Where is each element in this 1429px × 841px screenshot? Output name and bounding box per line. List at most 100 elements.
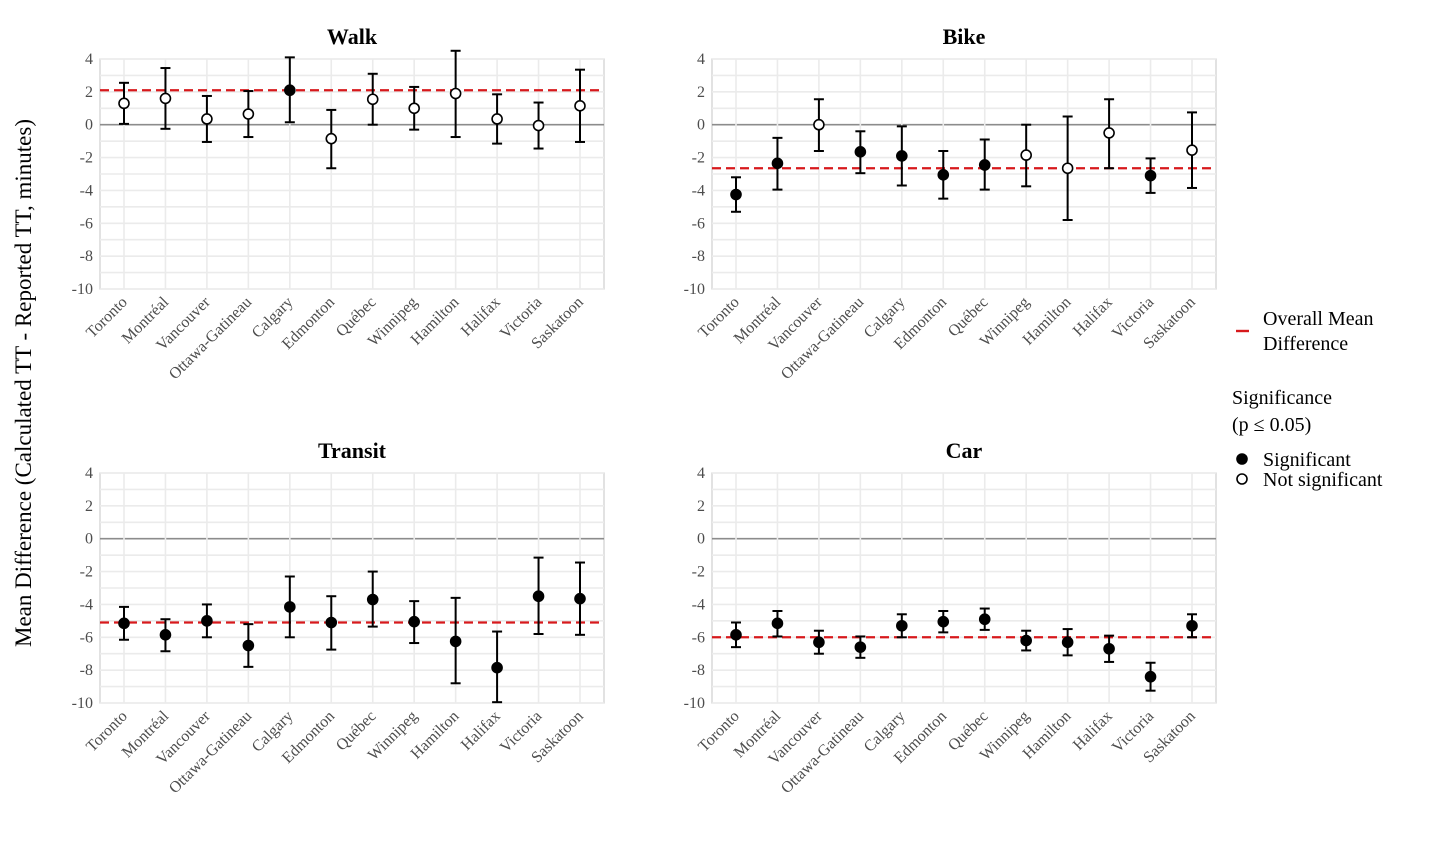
point-montr-al: [771, 157, 784, 170]
point-victoria: [1144, 169, 1157, 182]
point-saskatoon: [1186, 144, 1198, 156]
panels: Walk420-2-4-6-8-10TorontoMontréalVancouv…: [72, 24, 1217, 797]
point-halifax: [491, 113, 503, 125]
point-hamilton: [449, 87, 462, 100]
point-halifax: [1103, 642, 1115, 655]
point-victoria: [532, 119, 545, 132]
point-victoria: [1144, 670, 1157, 683]
point-calgary: [896, 619, 908, 632]
y-tick-label: 0: [85, 531, 93, 548]
legend-significant-label: Significant: [1263, 449, 1351, 471]
point-toronto: [118, 617, 130, 630]
legend-significance-title-line2: (p ≤ 0.05): [1232, 414, 1311, 436]
panel-car: Car420-2-4-6-8-10TorontoMontréalVancouve…: [684, 438, 1217, 797]
point-edmonton: [325, 132, 338, 145]
panel-title-transit: Transit: [318, 438, 387, 463]
y-tick-label: 2: [697, 498, 705, 515]
point-winnipeg: [1020, 149, 1032, 161]
y-tick-label: 2: [85, 84, 93, 101]
y-tick-label: -4: [692, 182, 705, 199]
y-tick-label: -6: [80, 629, 93, 646]
panel-title-walk: Walk: [327, 24, 378, 49]
y-tick-label: 0: [85, 117, 93, 134]
y-tick-label: -10: [684, 281, 705, 298]
y-tick-label: 4: [85, 51, 93, 68]
panel-title-car: Car: [946, 438, 983, 463]
x-tick-label: Halifax: [458, 294, 504, 340]
point-hamilton: [1061, 162, 1074, 175]
point-halifax: [491, 661, 503, 674]
y-tick-label: -2: [692, 564, 705, 581]
point-halifax: [1103, 127, 1115, 139]
point-qu-bec: [366, 593, 379, 606]
y-tick-label: -2: [80, 150, 93, 167]
point-vancouver: [201, 615, 213, 627]
y-tick-label: -10: [684, 695, 705, 712]
y-tick-label: -8: [80, 662, 93, 679]
legend-not-significant-marker: [1236, 473, 1248, 485]
y-tick-label: -10: [72, 695, 93, 712]
point-toronto: [730, 629, 742, 641]
x-tick-label: Halifax: [1070, 708, 1116, 754]
panel-walk: Walk420-2-4-6-8-10TorontoMontréalVancouv…: [72, 24, 605, 383]
point-qu-bec: [366, 93, 379, 106]
y-tick-label: 4: [697, 51, 705, 68]
point-montr-al: [159, 629, 172, 641]
point-ottawa-gatineau: [242, 108, 255, 120]
point-toronto: [118, 97, 130, 110]
point-winnipeg: [408, 102, 420, 115]
y-tick-label: -8: [692, 662, 705, 679]
panel-transit: Transit420-2-4-6-8-10TorontoMontréalVanc…: [72, 438, 605, 797]
point-ottawa-gatineau: [242, 639, 255, 652]
point-saskatoon: [1186, 619, 1198, 632]
point-qu-bec: [978, 159, 991, 171]
point-calgary: [896, 150, 908, 162]
point-winnipeg: [1020, 634, 1032, 647]
y-tick-label: -6: [692, 629, 705, 646]
x-tick-label: Halifax: [1070, 294, 1116, 340]
point-vancouver: [813, 118, 825, 131]
y-tick-label: 4: [85, 465, 93, 482]
y-tick-label: -8: [80, 248, 93, 265]
y-axis-label: Mean Difference (Calculated TT - Reporte…: [11, 119, 36, 647]
point-calgary: [284, 601, 296, 613]
y-tick-label: -6: [80, 215, 93, 232]
legend-not-significant-label: Not significant: [1263, 469, 1383, 491]
y-tick-label: -2: [80, 564, 93, 581]
x-tick-label: Halifax: [458, 708, 504, 754]
point-hamilton: [1061, 636, 1074, 649]
point-edmonton: [937, 169, 950, 181]
point-hamilton: [449, 635, 462, 648]
point-calgary: [284, 84, 296, 97]
point-saskatoon: [574, 592, 586, 605]
point-qu-bec: [978, 613, 991, 626]
y-tick-label: 2: [85, 498, 93, 515]
panel-bike: Bike420-2-4-6-8-10TorontoMontréalVancouv…: [684, 24, 1217, 383]
point-vancouver: [201, 113, 213, 125]
point-vancouver: [813, 636, 825, 649]
point-montr-al: [159, 92, 172, 105]
y-tick-label: 0: [697, 117, 705, 134]
point-montr-al: [771, 617, 784, 630]
legend-significant-marker: [1236, 453, 1248, 465]
point-ottawa-gatineau: [854, 641, 867, 653]
y-tick-label: -4: [80, 596, 93, 613]
point-winnipeg: [408, 615, 420, 628]
legend: Overall Mean Difference Significance (p …: [1232, 308, 1383, 491]
y-tick-label: -4: [692, 596, 705, 613]
y-tick-label: 2: [697, 84, 705, 101]
y-tick-label: -10: [72, 281, 93, 298]
y-tick-label: 4: [697, 465, 705, 482]
y-tick-label: -4: [80, 182, 93, 199]
y-tick-label: 0: [697, 531, 705, 548]
y-tick-label: -8: [692, 248, 705, 265]
legend-mean-label-line2: Difference: [1263, 333, 1348, 355]
point-saskatoon: [574, 100, 586, 112]
point-edmonton: [937, 615, 950, 628]
point-toronto: [730, 188, 742, 201]
y-tick-label: -2: [692, 150, 705, 167]
point-victoria: [532, 590, 545, 603]
legend-significance-title-line1: Significance: [1232, 387, 1332, 409]
panel-title-bike: Bike: [943, 24, 986, 49]
